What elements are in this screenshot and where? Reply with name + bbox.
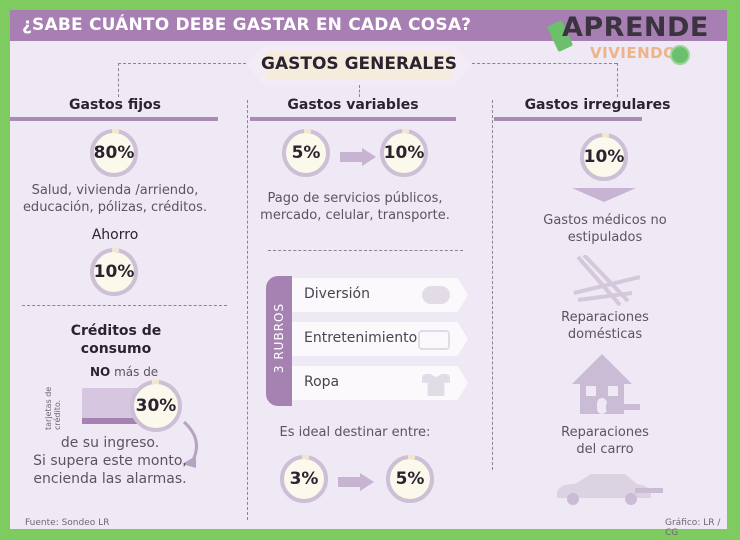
rubro-diversion: Diversión <box>292 278 468 312</box>
arrow-down-icon <box>572 188 636 202</box>
ideal-ring-from: 3% <box>280 455 328 503</box>
section-divider <box>22 305 227 306</box>
source-note: Fuente: Sondeo LR <box>25 518 110 528</box>
arrow-right-icon <box>338 473 374 491</box>
arrow-right-icon <box>340 148 376 166</box>
section-divider <box>268 250 463 251</box>
aprende-viviendo-logo: APRENDE VIVIENDO <box>546 12 708 74</box>
variables-description-2: mercado, celular, transporte. <box>260 208 450 223</box>
percent-ring: 10% <box>580 133 628 181</box>
heading-gastos-irregulares: Gastos irregulares <box>524 97 671 113</box>
no-mas-de: NO más de <box>90 365 159 379</box>
ideal-text: Es ideal destinar entre: <box>279 425 431 440</box>
percent-ring-to: 10% <box>380 129 428 177</box>
fijos-description-2: educación, pólizas, créditos. <box>22 200 208 215</box>
side-label: tarjetas de crédito. <box>44 386 62 430</box>
column-divider <box>247 100 248 520</box>
heading-gastos-fijos: Gastos fijos <box>69 97 161 113</box>
creditos-footer-2: Si supera este monto, <box>33 453 187 469</box>
credit-note: Gráfico: LR / CG <box>665 518 721 538</box>
car-wrench-icon <box>557 474 663 505</box>
heading-underline <box>250 117 456 121</box>
percent-ring: 80% <box>90 129 138 177</box>
connector-line <box>118 63 119 97</box>
tv-icon <box>418 330 450 350</box>
ahorro-label: Ahorro <box>91 227 139 243</box>
irregular-1-label-1: Gastos médicos no <box>543 213 667 228</box>
shirt-icon <box>422 374 450 396</box>
variables-description-1: Pago de servicios públicos, <box>267 191 443 206</box>
house-wrench-icon <box>572 354 640 414</box>
creditos-ring: 30% <box>130 380 182 432</box>
rubro-ropa: Ropa <box>292 366 468 400</box>
section-banner: GASTOS GENERALES <box>246 45 472 85</box>
heading-underline <box>10 117 218 121</box>
irregular-2-label-2: domésticas <box>567 327 643 342</box>
rubro-entretenimiento: Entretenimiento <box>292 322 468 356</box>
curved-arrow-icon <box>182 420 198 468</box>
connector-line <box>359 85 360 97</box>
title-bar: ¿SABE CUÁNTO DEBE GASTAR EN CADA COSA? <box>10 10 727 41</box>
creditos-footer-1: de su ingreso. <box>60 435 160 451</box>
column-divider <box>492 100 493 470</box>
irregular-1-label-2: estipulados <box>567 230 643 245</box>
fijos-description-1: Salud, vivienda /arriendo, <box>31 183 199 198</box>
creditos-title-1: Créditos de <box>70 323 162 339</box>
irregular-2-label-1: Reparaciones <box>561 310 649 325</box>
connector-line <box>617 63 618 97</box>
percent-ring-from: 5% <box>282 129 330 177</box>
creditos-footer-3: encienda las alarmas. <box>33 471 187 487</box>
page-title: ¿SABE CUÁNTO DEBE GASTAR EN CADA COSA? <box>22 15 472 35</box>
connector-line <box>118 63 246 64</box>
ahorro-ring: 10% <box>90 248 138 296</box>
creditos-title-2: consumo <box>80 341 152 357</box>
ideal-ring-to: 5% <box>386 455 434 503</box>
infographic-card: ¿SABE CUÁNTO DEBE GASTAR EN CADA COSA? G… <box>10 10 727 538</box>
connector-line <box>472 63 617 64</box>
rubros-tab: 3 RUBROS <box>266 276 292 406</box>
irregular-3-label-2: del carro <box>576 442 634 457</box>
crutches-icon <box>573 255 641 307</box>
heading-gastos-variables: Gastos variables <box>287 97 419 113</box>
gamepad-icon <box>422 286 450 304</box>
heading-underline <box>494 117 642 121</box>
coin-icon <box>670 45 690 65</box>
irregular-3-label-1: Reparaciones <box>561 425 649 440</box>
